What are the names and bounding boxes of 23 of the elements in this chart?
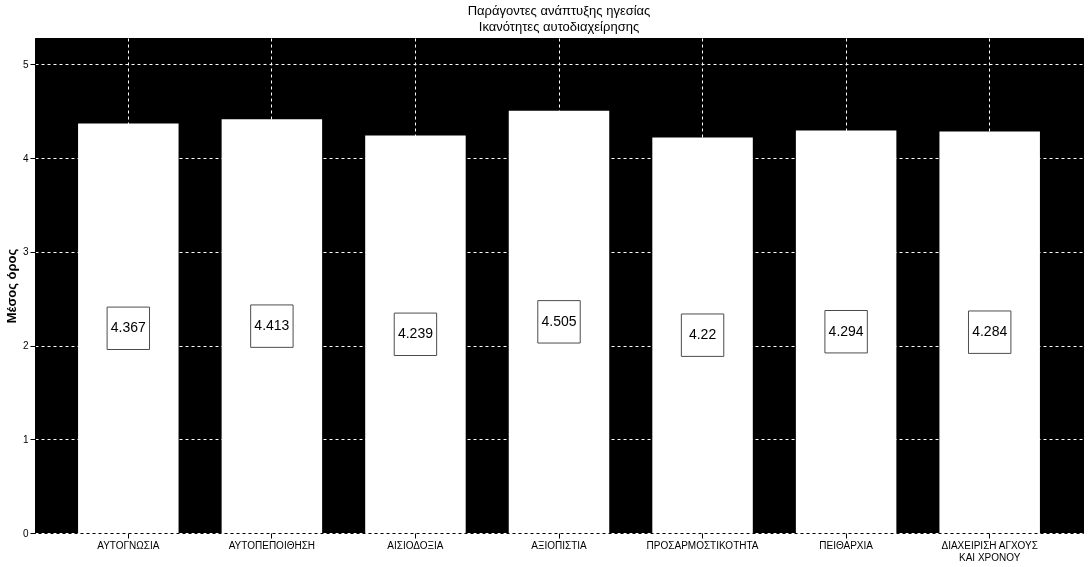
data-label: 4.239 [397, 325, 434, 342]
chart-title: Παράγοντες ανάπτυξης ηγεσίας [467, 3, 651, 18]
chart-subtitle: Ικανότητες αυτοδιαχείρησης [478, 19, 640, 34]
data-label: 4.294 [828, 322, 864, 339]
y-tick-label: 1 [22, 433, 29, 445]
y-axis-title: Μέσος όρος [3, 248, 19, 324]
x-tick-label: ΔΙΑΧΕΙΡΙΣΗ ΑΓΧΟΥΣ ΚΑΙ ΧΡΟΝΟΥ [941, 539, 1038, 563]
y-tick-label: 4 [22, 152, 29, 164]
data-label: 4.284 [972, 323, 1008, 340]
x-tick-label: ΑΙΣΙΟΔΟΞΙΑ [387, 539, 444, 551]
data-label: 4.505 [541, 312, 577, 329]
y-tick-label: 5 [22, 58, 29, 70]
data-label: 4.22 [688, 326, 717, 343]
x-tick-label: ΠΡΟΣΑΡΜΟΣΤΙΚΟΤΗΤΑ [646, 539, 759, 551]
y-tick-label: 0 [22, 527, 29, 539]
data-label: 4.367 [110, 319, 147, 336]
x-tick-label: ΑΞΙΟΠΙΣΤΙΑ [531, 539, 588, 551]
data-label: 4.413 [254, 317, 290, 334]
x-tick-label: ΠΕΙΘΑΡΧΙΑ [819, 539, 874, 551]
y-tick-label: 3 [22, 246, 29, 258]
y-tick-label: 2 [22, 340, 29, 351]
x-tick-label: ΑΥΤΟΠΕΠΟΙΘΗΣΗ [228, 539, 316, 551]
x-tick-label: ΑΥΤΟΓΝΩΣΙΑ [97, 539, 160, 551]
